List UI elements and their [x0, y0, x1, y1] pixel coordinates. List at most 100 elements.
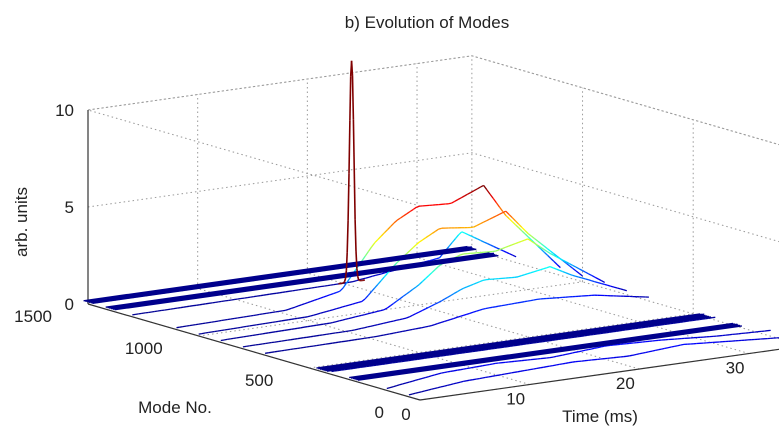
mode-curve-segment [372, 274, 376, 277]
mode-curve-segment [399, 330, 403, 333]
spike-segment [343, 278, 347, 282]
mode-curve-segment [272, 321, 276, 324]
mode-curve-segment [449, 353, 454, 356]
mode-curve-segment [309, 335, 314, 338]
mode-curve-segment [341, 330, 346, 333]
mode-curve-segment [199, 303, 203, 306]
mode-curve-segment [505, 245, 509, 248]
mode-curve-segment [326, 309, 330, 313]
mode-curve-segment [332, 332, 336, 335]
mode-curve-segment [227, 338, 231, 341]
mode-curve-segment [367, 325, 372, 328]
mode-curve-segment [530, 299, 534, 302]
mode-curve-segment [556, 355, 560, 358]
mode-curve-segment [641, 326, 646, 329]
mode-curve-segment [393, 385, 397, 388]
mode-curve-segment [284, 329, 289, 331]
mode-curve-segment [336, 307, 340, 310]
mode-curve-segment [527, 272, 532, 275]
mode-curve-segment [521, 239, 525, 242]
mode-curve-segment [451, 238, 456, 243]
mode-tick-label: 1000 [125, 339, 163, 358]
mode-curve-segment [205, 321, 209, 324]
mode-curve-segment [553, 253, 558, 257]
mode-curve-segment [364, 326, 368, 329]
mode-curve-segment [138, 312, 143, 315]
mode-curve-segment [514, 302, 518, 305]
mode-curve-segment [247, 296, 251, 299]
mode-curve-segment [507, 372, 512, 375]
mode-curve-segment [508, 218, 513, 223]
mode-curve-segment [418, 391, 422, 394]
mode-tick-label: 500 [245, 371, 273, 390]
mode-curve-segment [540, 268, 544, 271]
mode-curve-segment [492, 306, 496, 308]
mode-curve-segment [304, 316, 308, 318]
mode-curve-segment [261, 342, 266, 345]
mode-band-line [110, 253, 495, 310]
mode-curve-segment [399, 318, 404, 321]
mode-curve-segment [297, 317, 302, 319]
mode-axis-line [87, 303, 421, 401]
mode-curve-segment [154, 310, 159, 313]
mode-curve-segment [201, 332, 206, 335]
mode-curve-segment [506, 251, 510, 255]
mode-curve-segment [245, 345, 250, 348]
mode-band-line [90, 247, 475, 304]
mode-curve-segment [580, 335, 585, 337]
mode-curve-segment [384, 271, 389, 274]
mode-curve-segment [364, 294, 369, 300]
mode-curve-segment [186, 305, 190, 308]
mode-curve-segment [425, 275, 430, 280]
mode-curve-segment [489, 193, 494, 199]
mode-curve-segment [559, 258, 564, 261]
mode-curve-segment [415, 391, 419, 394]
mode-curve-segment [367, 291, 372, 296]
mode-curve-segment [600, 332, 604, 335]
mode-curve-segment [568, 336, 572, 339]
time-gridline-floor [197, 288, 530, 385]
mode-curve-segment [555, 363, 560, 366]
mode-curve-segment [517, 275, 522, 278]
mode-curve-segment [425, 306, 429, 310]
mode-curve-segment [549, 364, 554, 367]
mode-curve-segment [179, 325, 184, 328]
mode-curve-segment [543, 248, 548, 253]
mode-curve-segment [474, 237, 479, 240]
mode-curve-segment [552, 355, 557, 358]
mode-curve-segment [412, 328, 416, 331]
mode-curve-segment [236, 326, 241, 329]
mode-curve-segment [604, 345, 608, 347]
mode-curve-segment [437, 300, 442, 304]
mode-curve-segment [487, 242, 491, 246]
mode-curve-segment [536, 367, 541, 370]
mode-curve-segment [311, 286, 315, 289]
mode-curve-segment [252, 344, 256, 347]
mode-curve-segment [382, 363, 386, 365]
mode-curve-segment [205, 302, 210, 305]
mode-curve-segment [479, 377, 483, 380]
mode-curve-segment [252, 324, 257, 327]
mode-curve-segment [648, 325, 652, 328]
mode-curve-segment [418, 281, 423, 286]
mode-curve-segment [434, 373, 439, 376]
time-tick-label: 0 [401, 405, 410, 424]
mode-curve-segment [556, 256, 561, 260]
mode-curve-segment [287, 348, 291, 351]
mode-curve-segment [211, 320, 216, 323]
mode-curve-segment [537, 240, 542, 245]
mode-band-line [326, 316, 712, 372]
mode-curve-segment [157, 309, 162, 312]
mode-curve-segment [527, 368, 531, 371]
mode-curve-segment [352, 280, 357, 283]
mode-curve-segment [368, 275, 373, 278]
mode-curve-segment [285, 290, 290, 293]
mode-curve-segment [409, 380, 413, 383]
mode-curve-segment [571, 361, 576, 363]
mode-curve-segment [351, 329, 356, 332]
mode-curve-segment [705, 317, 710, 320]
mode-curve-segment [572, 267, 577, 272]
mode-curve-segment [448, 202, 452, 205]
mode-curve-segment [435, 228, 439, 232]
mode-curve-segment [269, 311, 273, 314]
